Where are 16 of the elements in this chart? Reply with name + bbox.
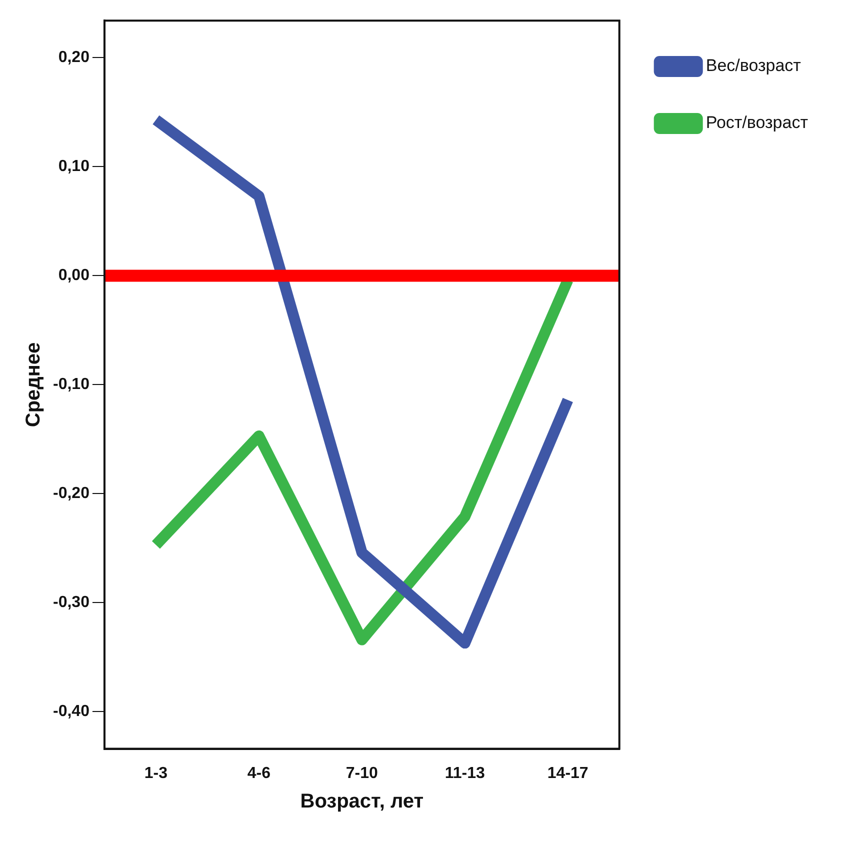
y-tick-label: -0,10	[53, 376, 90, 394]
legend-label: Вес/возраст	[706, 56, 802, 76]
x-tick-label: 4-6	[247, 764, 271, 782]
y-tick-label: -0,30	[53, 594, 90, 612]
x-tick-label: 11-13	[444, 764, 486, 782]
x-tick-label: 1-3	[144, 764, 168, 782]
y-tick-label: 0,00	[58, 267, 90, 284]
y-tick-label: 0,20	[58, 49, 90, 66]
y-axis-title: Среднее	[22, 342, 45, 428]
x-tick-label: 14-17	[547, 764, 588, 782]
y-tick-label: -0,40	[53, 703, 90, 720]
y-tick-label: 0,10	[58, 158, 90, 176]
legend-label: Рост/возраст	[706, 113, 808, 132]
x-axis-title: Возраст, лет	[300, 790, 424, 813]
x-tick-label: 7-10	[346, 764, 378, 782]
y-tick-label: -0,20	[53, 485, 90, 502]
